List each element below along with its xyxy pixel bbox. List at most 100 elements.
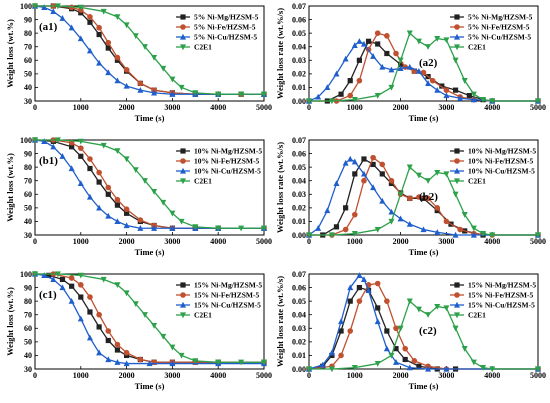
data-point <box>69 283 75 289</box>
y-tick-label: 100 <box>20 136 32 145</box>
panel-b1: 0 1000 2000 3000 4000 5000 30 40 50 60 70 80 90 100 Ti… <box>5 136 272 257</box>
data-point <box>443 87 450 93</box>
data-point <box>461 346 468 352</box>
data-point <box>365 38 372 44</box>
data-point <box>114 347 121 353</box>
x-axis-label: Time (s) <box>409 247 439 257</box>
data-point <box>123 156 130 163</box>
data-point <box>406 30 413 37</box>
data-point <box>434 86 441 93</box>
data-point <box>406 298 413 305</box>
data-point <box>114 14 121 21</box>
data-point <box>78 294 84 300</box>
data-point <box>238 225 245 232</box>
data-point <box>374 92 381 99</box>
data-point <box>137 217 144 223</box>
y-tick-label: 70 <box>24 311 32 320</box>
data-point <box>86 193 93 200</box>
data-point <box>397 215 404 222</box>
panel-label: (a1) <box>39 21 58 33</box>
data-point <box>96 59 103 66</box>
data-point <box>41 4 48 10</box>
x-tick-label: 4000 <box>210 371 226 380</box>
legend-swatch-marker <box>180 148 186 154</box>
plot-frame <box>308 139 539 236</box>
data-point <box>361 177 367 184</box>
data-point <box>379 197 386 204</box>
data-point <box>406 63 413 70</box>
y-tick-label: 50 <box>24 70 32 79</box>
data-point <box>68 165 75 172</box>
y-tick-label: 90 <box>24 283 32 292</box>
y-tick-label: 60 <box>24 324 32 333</box>
legend-entry: C2E1 <box>194 311 212 320</box>
data-point <box>398 61 404 67</box>
y-tick-label: 0.02 <box>292 204 306 213</box>
legend-swatch-marker <box>454 44 460 51</box>
legend-swatch-marker <box>180 167 186 174</box>
data-point <box>141 312 148 318</box>
data-point <box>329 352 335 359</box>
data-point <box>96 324 102 330</box>
data-point <box>443 218 450 225</box>
legend: 10% Ni-Mg/HZSM-510% Ni-Fe/HZSM-510% Ni-C… <box>450 147 536 186</box>
data-point <box>452 325 459 332</box>
data-point <box>420 226 427 233</box>
data-point <box>480 365 487 371</box>
y-tick-label: 0.07 <box>292 2 306 11</box>
data-point <box>370 154 376 161</box>
data-point <box>333 180 340 187</box>
legend: 5% Ni-Mg/HZSM-55% Ni-Fe/HZSM-55% Ni-Cu/H… <box>450 13 533 52</box>
data-point <box>415 38 422 45</box>
legend: 15% Ni-Mg/HZSM-515% Ni-Fe/HZSM-515% Ni-C… <box>450 281 536 320</box>
data-point <box>425 312 432 318</box>
data-point <box>393 50 399 57</box>
data-point <box>105 191 111 197</box>
series-3 <box>32 270 267 367</box>
legend-entry: 15% Ni-Mg/HZSM-5 <box>468 281 536 290</box>
y-tick-label: 0.01 <box>292 217 306 226</box>
data-point <box>46 272 52 278</box>
data-point <box>123 222 130 229</box>
y-axis-label: Weight loss rate (wt.%/s) <box>275 142 285 233</box>
data-point <box>351 365 358 371</box>
y-tick-label: 0.07 <box>292 270 306 279</box>
data-point <box>393 359 400 365</box>
data-point <box>388 208 395 215</box>
legend-entry: C2E1 <box>468 177 486 186</box>
data-point <box>160 333 167 340</box>
data-point <box>32 3 38 10</box>
panel-b2: 0 1000 2000 3000 4000 5000 0.00 0.01 0.02 0.03 0.0… <box>275 136 546 257</box>
data-point <box>215 359 222 366</box>
data-point <box>425 178 432 184</box>
x-tick-label: 0 <box>307 371 311 380</box>
data-point <box>169 360 176 367</box>
data-point <box>261 359 267 366</box>
data-point <box>78 145 84 151</box>
x-tick-label: 2000 <box>393 103 409 112</box>
legend-swatch-marker <box>180 301 186 308</box>
series-4 <box>32 3 267 98</box>
plot-frame <box>308 5 539 102</box>
data-point <box>50 276 57 283</box>
data-point <box>374 318 381 325</box>
y-tick-label: 30 <box>24 97 32 106</box>
x-tick-label: 1000 <box>347 371 363 380</box>
data-point <box>452 191 459 198</box>
y-tick-label: 0.06 <box>292 149 306 158</box>
data-point <box>41 138 48 144</box>
y-tick-label: 0.05 <box>292 297 306 306</box>
legend-swatch-marker <box>454 292 460 298</box>
data-point <box>87 165 93 172</box>
data-point <box>384 328 390 334</box>
legend-swatch-marker <box>454 158 460 164</box>
series-4 <box>306 164 541 239</box>
data-point <box>105 212 112 219</box>
x-tick-label: 5000 <box>530 237 546 246</box>
y-tick-label: 70 <box>24 43 32 52</box>
y-tick-label: 0.05 <box>292 163 306 172</box>
data-point <box>50 143 57 150</box>
data-point <box>338 91 344 97</box>
data-point <box>54 137 61 144</box>
series-3 <box>306 155 541 238</box>
